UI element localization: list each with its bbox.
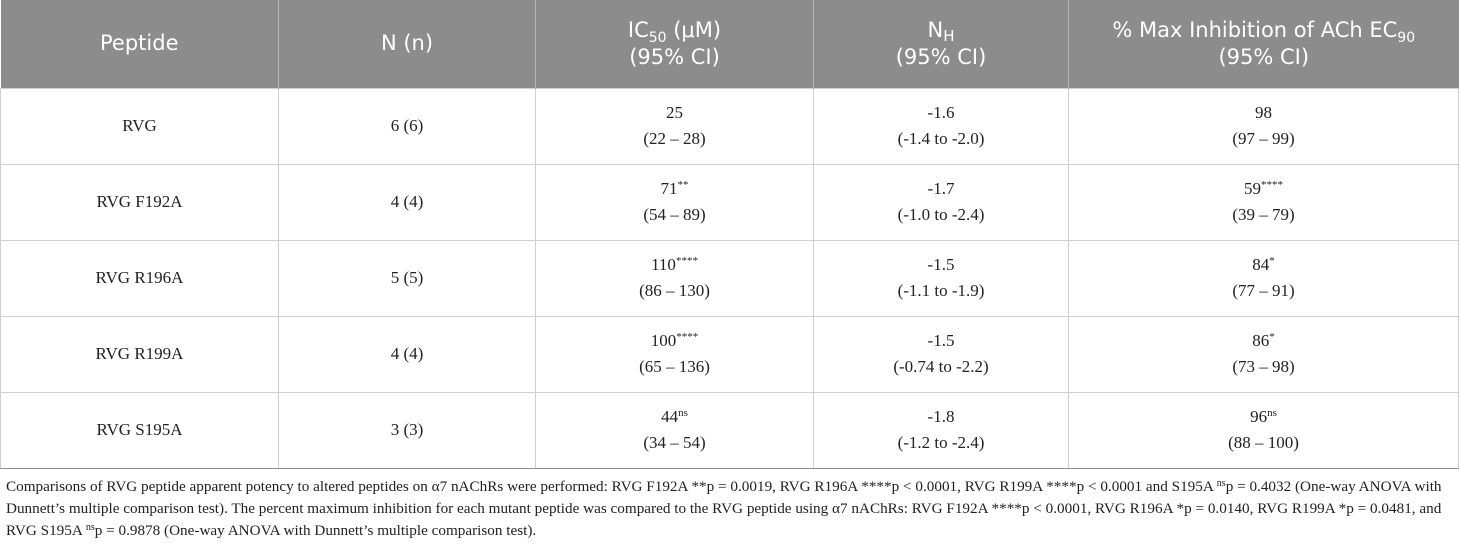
header-max-line1: % Max Inhibition of ACh EC90 [1077, 17, 1451, 46]
header-max-subscript: 90 [1397, 29, 1416, 46]
cell-max-inhibition: 59**** (39 – 79) [1068, 163, 1459, 241]
header-row: Peptide N (n) IC50 (μM) (95% CI) NH (95%… [0, 0, 1459, 88]
header-ic50-ci: (95% CI) [629, 44, 720, 69]
ic50-value: 25 [666, 103, 683, 122]
ic50-ci: (54 – 89) [643, 205, 706, 224]
header-ic50-unit: (μM) [666, 17, 722, 42]
cell-peptide: RVG R199A [0, 315, 279, 393]
header-nh: NH (95% CI) [813, 0, 1069, 88]
nh-value: -1.6 [927, 103, 955, 122]
cell-nh: -1.5 (-1.1 to -1.9) [813, 239, 1069, 317]
nh-ci: (-1.2 to -2.4) [897, 433, 985, 452]
header-n-label: N (n) [380, 31, 434, 56]
cell-ic50: 71** (54 – 89) [535, 163, 814, 241]
nh-value: -1.5 [927, 331, 955, 350]
table-row: RVG R199A 4 (4) 100**** (65 – 136) -1.5 (-… [0, 315, 1459, 393]
header-max-ci: (95% CI) [1218, 44, 1310, 69]
max-ci: (39 – 79) [1232, 205, 1295, 224]
max-value: 59 [1244, 179, 1261, 198]
max-value: 84 [1252, 255, 1270, 274]
header-max-inhibition: % Max Inhibition of ACh EC90 (95% CI) [1068, 0, 1459, 88]
nh-value: -1.5 [927, 255, 955, 274]
ic50-ci: (22 – 28) [643, 129, 706, 148]
cell-ic50: 25 (22 – 28) [535, 87, 814, 165]
max-ci: (73 – 98) [1232, 357, 1295, 376]
max-ci: (77 – 91) [1232, 281, 1295, 300]
header-ic50-subscript: 50 [648, 29, 667, 46]
footnote-part-3: p = 0.9878 (One-way ANOVA with Dunnett’s… [94, 522, 537, 539]
footnote-part-2: p = 0.4032 (One-way ANOVA with Dunnett’s… [6, 478, 1442, 539]
ic50-significance: **** [675, 255, 698, 267]
ic50-value: 100 [650, 331, 677, 350]
header-peptide-label: Peptide [100, 31, 179, 56]
header-peptide: Peptide [0, 0, 279, 88]
cell-nh: -1.7 (-1.0 to -2.4) [813, 163, 1069, 241]
header-nh-line1: NH [822, 17, 1060, 44]
ic50-significance: ns [678, 407, 688, 419]
cell-max-inhibition: 84* (77 – 91) [1068, 239, 1459, 317]
max-ci: (97 – 99) [1232, 129, 1295, 148]
table-row: RVG 6 (6) 25 (22 – 28) -1.6 (-1.4 to -2.0)… [0, 87, 1459, 165]
cell-ic50: 44ns (34 – 54) [535, 391, 814, 469]
header-nh-text: N [927, 17, 944, 42]
cell-max-inhibition: 98 (97 – 99) [1068, 87, 1459, 165]
ic50-value: 71 [660, 179, 678, 198]
nh-ci: (-1.4 to -2.0) [897, 129, 985, 148]
header-ic50-line1: IC50 (μM) [544, 17, 805, 46]
ic50-significance: **** [676, 331, 699, 343]
ic50-value: 44 [661, 407, 679, 426]
cell-peptide: RVG F192A [0, 163, 279, 241]
cell-n: 5 (5) [278, 239, 536, 317]
ic50-ci: (34 – 54) [643, 433, 706, 452]
cell-nh: -1.8 (-1.2 to -2.4) [813, 391, 1069, 469]
cell-max-inhibition: 86* (73 – 98) [1068, 315, 1459, 393]
ic50-value: 110 [651, 255, 676, 274]
header-n: N (n) [278, 0, 536, 88]
cell-ic50: 100**** (65 – 136) [535, 315, 814, 393]
table-header: Peptide N (n) IC50 (μM) (95% CI) NH (95%… [0, 0, 1459, 88]
cell-n: 4 (4) [278, 163, 536, 241]
cell-peptide: RVG R196A [0, 239, 279, 317]
max-value: 86 [1252, 331, 1270, 350]
nh-value: -1.7 [927, 179, 955, 198]
max-significance: **** [1261, 179, 1283, 191]
cell-ic50: 110**** (86 – 130) [535, 239, 814, 317]
cell-n: 4 (4) [278, 315, 536, 393]
cell-n: 3 (3) [278, 391, 536, 469]
ic50-ci: (65 – 136) [639, 357, 710, 376]
nh-value: -1.8 [927, 407, 955, 426]
results-table-container: Peptide N (n) IC50 (μM) (95% CI) NH (95%… [0, 0, 1459, 469]
ic50-significance: ** [677, 179, 689, 191]
max-significance: * [1269, 255, 1275, 267]
max-significance: ns [1267, 407, 1277, 419]
nh-ci: (-0.74 to -2.2) [893, 357, 989, 376]
header-max-text: % Max Inhibition of ACh EC [1112, 17, 1398, 42]
header-nh-ci: (95% CI) [895, 44, 987, 69]
cell-n: 6 (6) [278, 87, 536, 165]
table-row: RVG S195A 3 (3) 44ns (34 – 54) -1.8 (-1.2 … [0, 391, 1459, 469]
results-table: Peptide N (n) IC50 (μM) (95% CI) NH (95%… [0, 0, 1459, 469]
max-value: 96 [1250, 407, 1268, 426]
table-row: RVG F192A 4 (4) 71** (54 – 89) -1.7 (-1.0 … [0, 163, 1459, 241]
nh-ci: (-1.0 to -2.4) [897, 205, 985, 224]
footnote-part-1: Comparisons of RVG peptide apparent pote… [6, 478, 1217, 495]
table-row: RVG R196A 5 (5) 110**** (86 – 130) -1.5 (-… [0, 239, 1459, 317]
header-ic50-text: IC [627, 17, 649, 42]
footnote-ns-mark-1: ns [1216, 478, 1226, 489]
footnote-ns-mark-2: ns [85, 522, 95, 533]
cell-max-inhibition: 96ns (88 – 100) [1068, 391, 1459, 469]
cell-nh: -1.5 (-0.74 to -2.2) [813, 315, 1069, 393]
table-body: RVG 6 (6) 25 (22 – 28) -1.6 (-1.4 to -2.0)… [0, 87, 1459, 469]
header-nh-subscript: H [943, 26, 955, 45]
cell-peptide: RVG S195A [0, 391, 279, 469]
table-footnote: Comparisons of RVG peptide apparent pote… [6, 476, 1456, 542]
max-ci: (88 – 100) [1228, 433, 1299, 452]
max-value: 98 [1255, 103, 1272, 122]
cell-nh: -1.6 (-1.4 to -2.0) [813, 87, 1069, 165]
nh-ci: (-1.1 to -1.9) [897, 281, 985, 300]
cell-peptide: RVG [0, 87, 279, 165]
ic50-ci: (86 – 130) [639, 281, 710, 300]
header-ic50: IC50 (μM) (95% CI) [535, 0, 814, 88]
max-significance: * [1269, 331, 1275, 343]
